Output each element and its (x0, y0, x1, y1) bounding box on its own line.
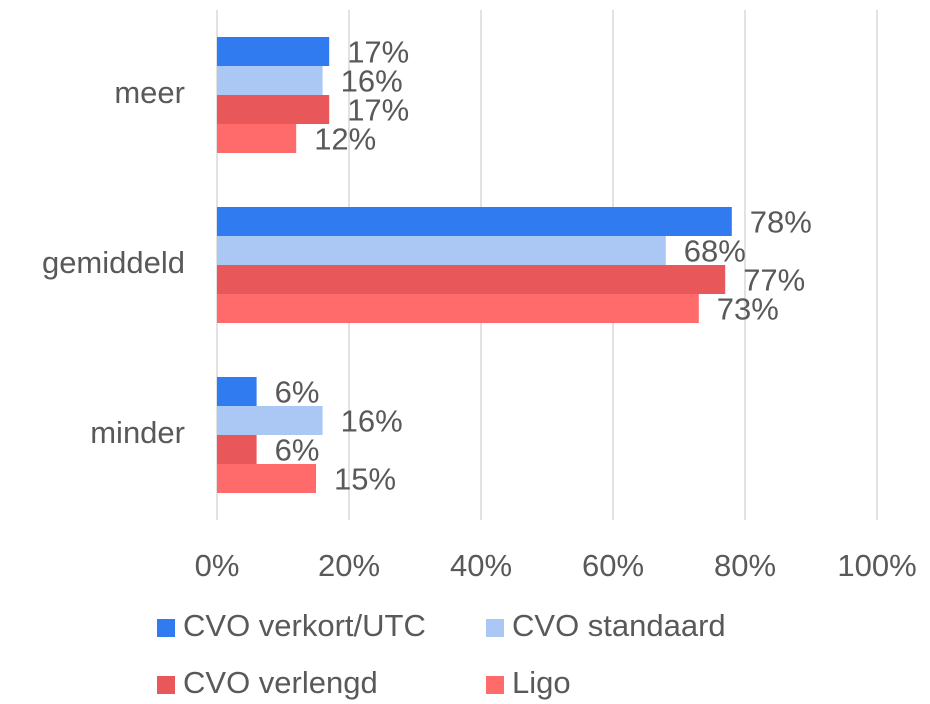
legend-label: CVO verlengd (183, 665, 378, 700)
y-tick-label: minder (90, 415, 185, 450)
bar (217, 95, 330, 124)
data-label: 17% (347, 93, 409, 128)
legend-swatch (157, 619, 175, 637)
legend-swatch (486, 676, 504, 694)
data-label: 12% (314, 122, 376, 157)
x-tick-label: 100% (837, 548, 916, 583)
data-label: 73% (717, 292, 779, 327)
bar (217, 265, 726, 294)
data-label: 78% (750, 205, 812, 240)
y-tick-label: gemiddeld (42, 245, 185, 280)
legend-swatch (157, 676, 175, 694)
bar (217, 207, 732, 236)
bar (217, 464, 316, 493)
bar (217, 37, 330, 66)
legend-label: Ligo (512, 665, 571, 700)
data-label: 77% (743, 263, 805, 298)
data-label: 6% (275, 433, 320, 468)
bar (217, 294, 699, 323)
x-tick-label: 20% (318, 548, 380, 583)
bar (217, 236, 666, 265)
data-label: 68% (684, 234, 746, 269)
x-tick-label: 60% (582, 548, 644, 583)
data-label: 6% (275, 375, 320, 410)
x-tick-label: 0% (195, 548, 240, 583)
bar (217, 406, 323, 435)
data-label: 16% (341, 64, 403, 99)
data-label: 17% (347, 35, 409, 70)
bar (217, 435, 257, 464)
bar (217, 66, 323, 95)
bar (217, 377, 257, 406)
legend-swatch (486, 619, 504, 637)
legend-label: CVO verkort/UTC (183, 608, 426, 643)
x-tick-label: 80% (714, 548, 776, 583)
y-tick-label: meer (114, 75, 185, 110)
bar (217, 124, 297, 153)
data-label: 15% (334, 462, 396, 497)
legend-label: CVO standaard (512, 608, 726, 643)
data-label: 16% (341, 404, 403, 439)
x-tick-label: 40% (450, 548, 512, 583)
